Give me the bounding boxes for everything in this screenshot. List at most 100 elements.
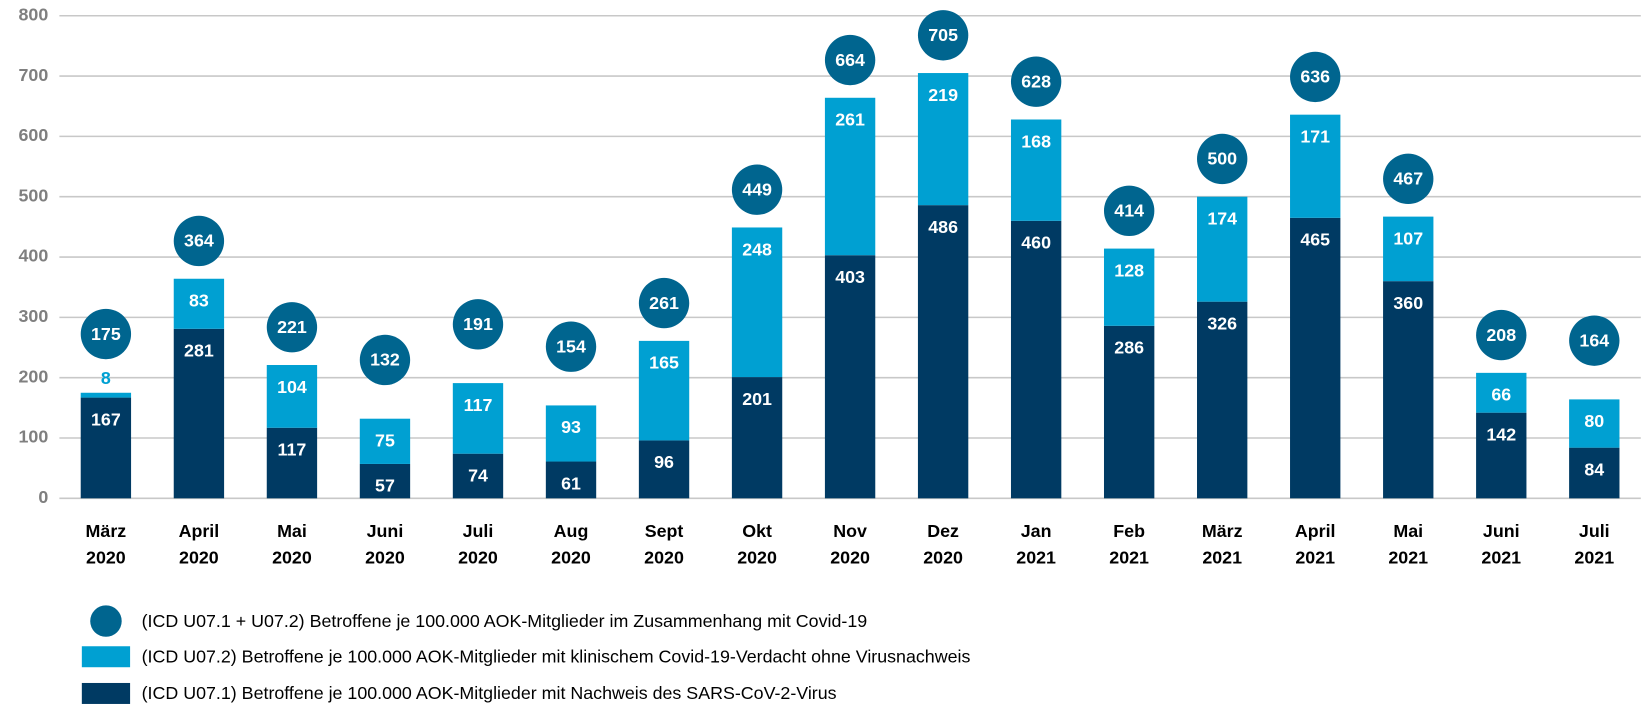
- total-circle: [1476, 309, 1527, 361]
- x-label-box: Mai 2020: [272, 521, 312, 568]
- x-tick-label: Mai 2021: [1388, 521, 1429, 568]
- legend-swatch: [81, 646, 131, 668]
- x-label-box: Sept 2020: [644, 521, 684, 568]
- data-label: 107: [1393, 228, 1423, 248]
- legend-label: (ICD U07.1 + U07.2) Betroffene je 100.00…: [142, 611, 868, 631]
- data-label: 174: [1207, 208, 1237, 228]
- y-tick-label: 100: [19, 427, 49, 447]
- bar-segment: [917, 205, 969, 499]
- data-label: 84: [1584, 459, 1604, 479]
- x-tick-label: Okt 2020: [737, 521, 777, 568]
- x-tick-label: Juli 2021: [1574, 521, 1615, 568]
- data-label: 57: [375, 476, 395, 496]
- x-tick-label: April 2020: [178, 521, 220, 568]
- x-label-box: Juli 2021: [1574, 521, 1615, 568]
- x-label-box: Dez 2020: [923, 521, 963, 568]
- y-tick-label: 300: [19, 306, 49, 326]
- x-tick-label: Sept 2020: [644, 521, 684, 568]
- bar-segment: [1010, 119, 1062, 221]
- bar-segment: [1197, 196, 1248, 302]
- data-label: 75: [375, 430, 395, 450]
- data-label: 326: [1207, 313, 1237, 333]
- bar-segment: [1290, 217, 1341, 499]
- total-label: 191: [463, 314, 493, 334]
- legend-label: (ICD U07.2) Betroffene je 100.000 AOK-Mi…: [142, 646, 971, 666]
- data-label: 83: [189, 291, 209, 311]
- data-label: 96: [654, 452, 674, 472]
- total-label: 364: [184, 231, 214, 251]
- x-label-box: März 2020: [86, 521, 127, 567]
- x-label-box: Juni 2021: [1481, 521, 1522, 568]
- data-label: 117: [464, 395, 493, 415]
- total-label: 221: [277, 317, 307, 337]
- x-tick-label: Mai 2020: [272, 521, 312, 568]
- bar-segment: [266, 427, 318, 499]
- x-tick-label: Aug 2020: [551, 521, 591, 568]
- data-label: 128: [1114, 260, 1144, 280]
- bar-segment: [1476, 372, 1527, 413]
- x-label-box: Juli 2020: [458, 521, 498, 568]
- total-circle: [1103, 185, 1155, 236]
- bar-segment: [173, 278, 225, 329]
- bar-segment: [1383, 281, 1434, 499]
- data-label: 286: [1114, 338, 1144, 358]
- total-circle: [173, 215, 225, 267]
- total-label: 636: [1300, 67, 1330, 87]
- total-circle: [1569, 315, 1620, 366]
- total-circle: [917, 10, 969, 61]
- y-tick-label: 600: [19, 125, 49, 145]
- bar-segment: [824, 255, 876, 499]
- data-label: 168: [1021, 131, 1051, 151]
- x-tick-label: Jan 2021: [1016, 521, 1056, 568]
- total-circle: [266, 302, 318, 353]
- x-tick-label: Juni 2021: [1481, 521, 1522, 568]
- data-label: 93: [561, 417, 581, 437]
- bar-segment: [638, 440, 690, 499]
- total-circle: [824, 34, 876, 86]
- total-circle: [545, 321, 597, 372]
- y-tick-label: 400: [19, 246, 49, 266]
- data-label: 61: [561, 473, 581, 493]
- x-label-box: April 2020: [178, 521, 220, 568]
- data-label: 74: [468, 465, 488, 485]
- data-label: 403: [835, 267, 865, 287]
- data-label: 165: [649, 353, 679, 373]
- data-label: 486: [928, 217, 958, 237]
- bar-segment: [1103, 248, 1155, 326]
- x-tick-label: Juli 2020: [458, 521, 498, 568]
- y-tick-label: 0: [38, 487, 48, 507]
- bar-segment: [824, 97, 876, 256]
- total-label: 164: [1579, 330, 1609, 350]
- bar-segment: [545, 405, 597, 462]
- bar-segment: [359, 418, 411, 464]
- total-label: 467: [1393, 169, 1423, 189]
- bar-segment: [173, 328, 225, 499]
- y-tick-label: 200: [19, 366, 49, 386]
- data-label: 142: [1486, 424, 1516, 444]
- x-label-box: Nov 2020: [830, 521, 870, 567]
- bar-segment: [452, 383, 504, 454]
- bar-segment: [638, 340, 690, 441]
- x-tick-label: Dez 2020: [923, 521, 963, 568]
- x-tick-label: Juni 2020: [365, 521, 405, 568]
- total-label: 500: [1207, 149, 1237, 169]
- total-label: 664: [835, 50, 865, 70]
- bar-segment: [1569, 447, 1620, 499]
- data-label: 248: [742, 239, 772, 259]
- total-label: 154: [556, 336, 586, 356]
- total-circle: [1290, 51, 1341, 103]
- bar-segment: [545, 461, 597, 499]
- total-label: 414: [1114, 201, 1144, 221]
- total-label: 705: [928, 25, 958, 45]
- x-tick-label: April 2021: [1294, 521, 1336, 568]
- legend-circle: [90, 605, 122, 637]
- total-label: 132: [370, 350, 400, 370]
- data-label: 8: [101, 368, 111, 388]
- data-label: 460: [1021, 233, 1051, 253]
- total-circle: [731, 164, 783, 215]
- bar-segment: [731, 377, 783, 499]
- x-tick-label: März 2021: [1201, 521, 1243, 568]
- data-label: 360: [1393, 293, 1423, 313]
- bar-segment: [1383, 216, 1434, 282]
